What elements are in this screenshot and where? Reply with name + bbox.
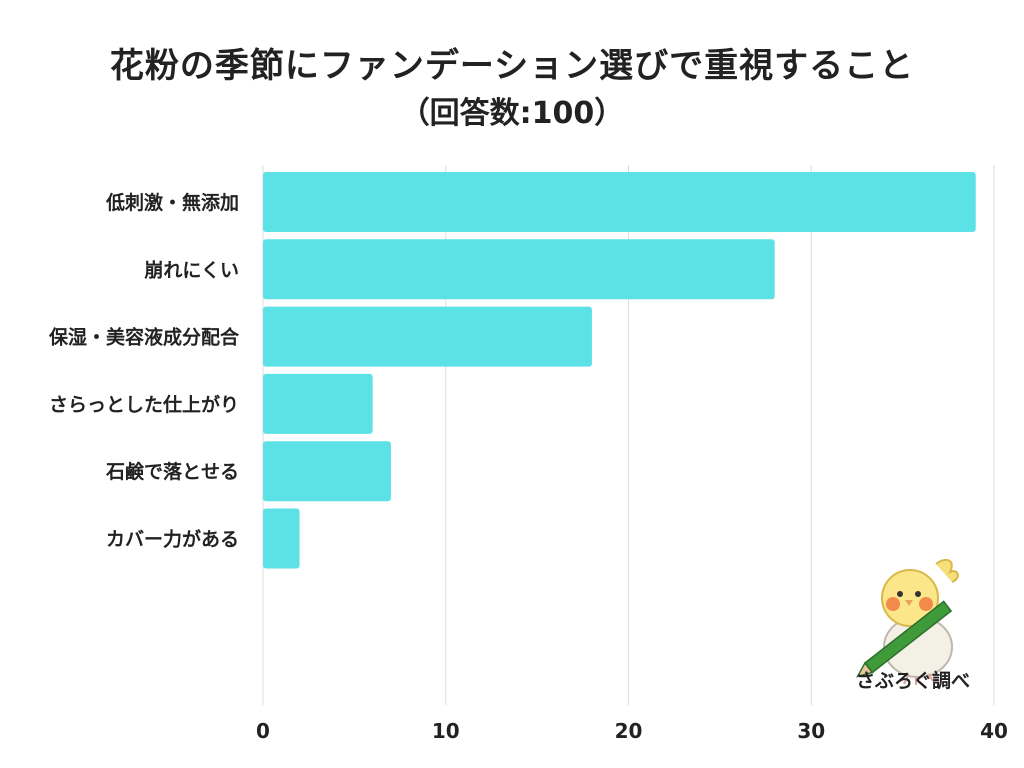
x-tick-label: 40 xyxy=(980,719,1008,743)
bar xyxy=(263,508,300,569)
category-label: 石鹸で落とせる xyxy=(105,460,239,483)
category-label: カバー力がある xyxy=(106,528,239,551)
category-label: さらっとした仕上がり xyxy=(49,393,239,416)
category-labels: 低刺激・無添加崩れにくい保湿・美容液成分配合さらっとした仕上がり石鹸で落とせるカ… xyxy=(48,191,240,551)
x-tick-label: 20 xyxy=(615,719,643,743)
credit-label: さぶろぐ調べ xyxy=(855,670,970,692)
bars xyxy=(263,172,976,569)
x-tick-label: 30 xyxy=(797,719,825,743)
chart-title: 花粉の季節にファンデーション選びで重視すること xyxy=(109,46,915,86)
bar xyxy=(263,373,373,434)
bar xyxy=(263,306,592,367)
chart-subtitle: （回答数:100） xyxy=(399,96,625,131)
bar xyxy=(263,441,391,502)
category-label: 崩れにくい xyxy=(144,258,239,281)
bird-mascot-icon xyxy=(856,558,959,685)
category-label: 低刺激・無添加 xyxy=(105,191,239,214)
bar xyxy=(263,239,775,300)
x-tick-label: 0 xyxy=(256,719,270,743)
bar xyxy=(263,172,976,232)
x-tick-labels: 0 10 20 30 40 xyxy=(256,719,1008,743)
category-label: 保湿・美容液成分配合 xyxy=(48,326,240,349)
x-tick-label: 10 xyxy=(432,719,460,743)
